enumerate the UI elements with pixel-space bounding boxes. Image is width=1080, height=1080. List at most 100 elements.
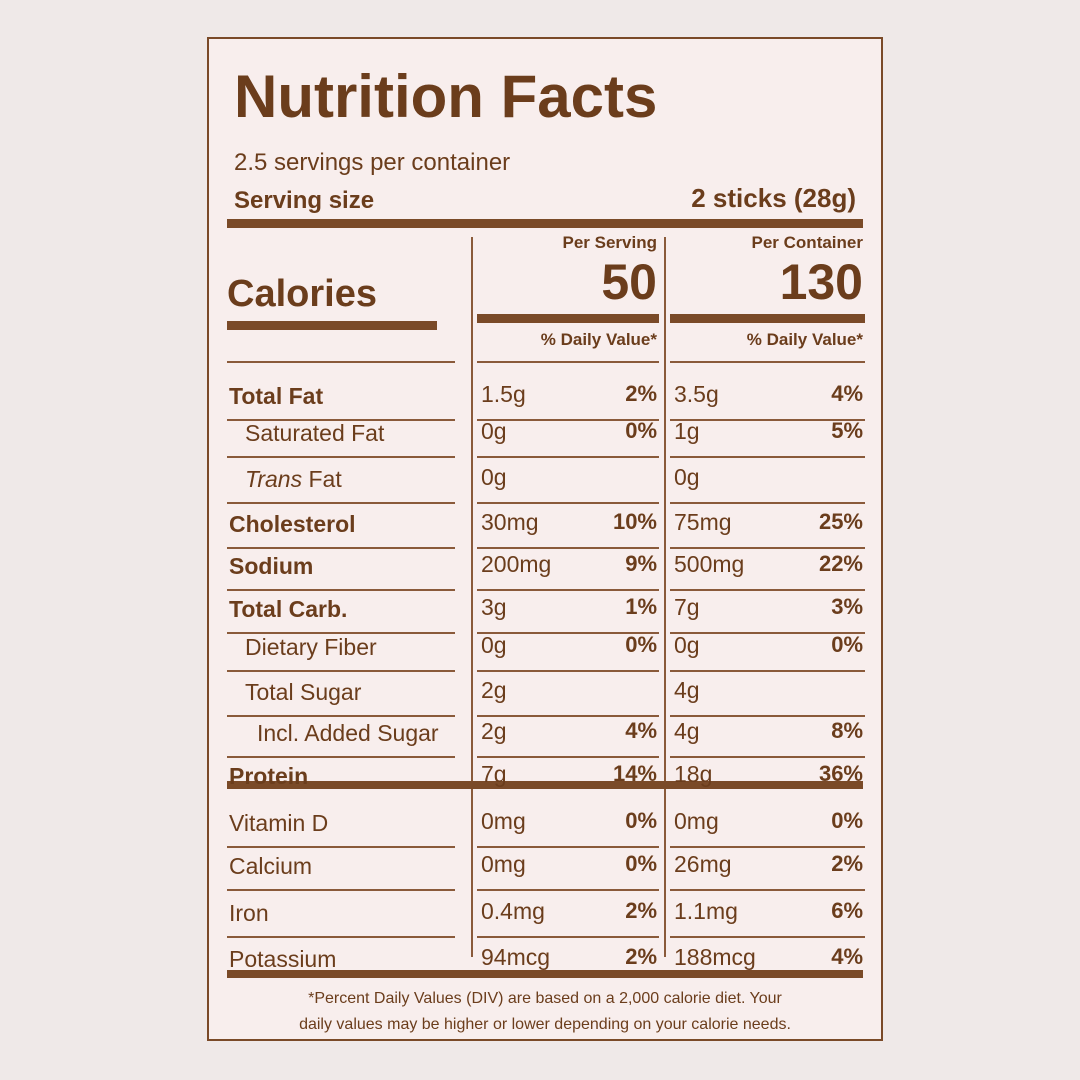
daily-value: 9% bbox=[625, 551, 657, 576]
amount: 0mg bbox=[674, 808, 719, 834]
row-rule bbox=[227, 670, 455, 672]
row-rule bbox=[670, 846, 865, 848]
nutrient-label: Calcium bbox=[229, 853, 313, 879]
nutrient-label: Total Sugar bbox=[245, 679, 362, 705]
daily-value: 5% bbox=[831, 418, 863, 443]
nutrient-name: Potassium bbox=[229, 948, 336, 971]
row-rule bbox=[227, 419, 455, 421]
row-rule bbox=[477, 502, 659, 504]
amount: 1.1mg bbox=[674, 898, 738, 924]
column-header: Per Serving bbox=[562, 233, 658, 252]
serving-size-value: 2 sticks (28g) bbox=[691, 183, 856, 213]
calories-rule bbox=[477, 314, 659, 323]
amount: 94mcg bbox=[481, 944, 551, 970]
row-rule bbox=[477, 715, 659, 717]
column-calories: 130 bbox=[779, 254, 863, 310]
amount: 0g bbox=[674, 632, 700, 658]
amount: 7g bbox=[674, 594, 700, 620]
row-rule bbox=[670, 361, 865, 363]
amount: 0g bbox=[481, 632, 507, 658]
daily-value: 25% bbox=[818, 509, 863, 534]
daily-value: 0% bbox=[625, 418, 657, 443]
amount: 0g bbox=[481, 418, 507, 444]
row-rule bbox=[477, 419, 659, 421]
amount: 0mg bbox=[481, 808, 526, 834]
row-rule bbox=[670, 547, 865, 549]
nutrient-label: Saturated Fat bbox=[245, 420, 385, 446]
amount: 0g bbox=[674, 464, 700, 490]
nutrient-name: Total Sugar bbox=[245, 681, 361, 704]
title: Nutrition Facts bbox=[234, 63, 658, 130]
footnote: *Percent Daily Values (DIV) are based on… bbox=[308, 990, 782, 1007]
daily-value: 0% bbox=[625, 632, 657, 657]
row-rule bbox=[670, 419, 865, 421]
daily-value: 4% bbox=[831, 944, 863, 969]
row-rule bbox=[670, 715, 865, 717]
daily-value: 0% bbox=[831, 632, 863, 657]
row-rule bbox=[227, 632, 455, 634]
row-rule bbox=[227, 502, 455, 504]
amount: 3.5g bbox=[674, 381, 719, 407]
row-rule bbox=[227, 361, 455, 363]
amount: 1.5g bbox=[481, 381, 526, 407]
column-rule bbox=[471, 237, 473, 957]
nutrient-name: Vitamin D bbox=[229, 812, 328, 835]
nutrient-label: Dietary Fiber bbox=[245, 634, 377, 660]
amount: 0mg bbox=[481, 851, 526, 877]
bottom-rule bbox=[227, 970, 863, 978]
row-rule bbox=[227, 756, 455, 758]
nutrient-name: Cholesterol bbox=[229, 513, 356, 536]
nutrient-name: Incl. Added Sugar bbox=[257, 722, 439, 745]
nutrient-label: Incl. Added Sugar bbox=[257, 720, 439, 746]
nutrient-label: Vitamin D bbox=[229, 810, 329, 836]
row-rule bbox=[670, 936, 865, 938]
daily-value: 2% bbox=[625, 944, 657, 969]
daily-value: 4% bbox=[625, 718, 657, 743]
daily-value: 8% bbox=[831, 718, 863, 743]
amount: 4g bbox=[674, 677, 700, 703]
nutrient-name: Iron bbox=[229, 902, 269, 925]
footnote: daily values may be higher or lower depe… bbox=[299, 1016, 791, 1033]
row-rule bbox=[477, 456, 659, 458]
daily-value: 3% bbox=[831, 594, 863, 619]
amount: 18g bbox=[674, 761, 713, 787]
column-rule bbox=[664, 237, 666, 957]
row-rule bbox=[670, 756, 865, 758]
daily-value: 2% bbox=[625, 381, 657, 406]
row-rule bbox=[670, 670, 865, 672]
nutrient-label: Iron bbox=[229, 900, 269, 926]
calories-rule bbox=[227, 321, 437, 330]
daily-value: 0% bbox=[625, 808, 657, 833]
row-rule bbox=[477, 756, 659, 758]
nutrient-label: Total Carb. bbox=[229, 596, 348, 622]
daily-value: 36% bbox=[818, 761, 863, 786]
amount: 200mg bbox=[481, 551, 552, 577]
serving-size-label: Serving size bbox=[234, 187, 375, 214]
nutrient-label: Protein bbox=[229, 763, 309, 789]
calories-label: Calories bbox=[227, 273, 377, 315]
amount: 7g bbox=[481, 761, 507, 787]
daily-value: 6% bbox=[831, 898, 863, 923]
daily-value: 10% bbox=[612, 509, 657, 534]
row-rule bbox=[227, 889, 455, 891]
nutrient-name: Trans Fat bbox=[245, 468, 342, 491]
amount: 188mcg bbox=[674, 944, 756, 970]
nutrient-name: Saturated Fat bbox=[245, 422, 384, 445]
amount: 2g bbox=[481, 718, 507, 744]
servings: 2.5 servings per container bbox=[234, 149, 511, 176]
nutrient-label: Fat bbox=[308, 466, 342, 492]
amount: 0.4mg bbox=[481, 898, 545, 924]
amount: 4g bbox=[674, 718, 700, 744]
dv-header: % Daily Value* bbox=[746, 330, 863, 349]
row-rule bbox=[477, 589, 659, 591]
nutrient-name: Dietary Fiber bbox=[245, 636, 377, 659]
row-rule bbox=[477, 670, 659, 672]
nutrient-name: Calcium bbox=[229, 855, 312, 878]
row-rule bbox=[670, 632, 865, 634]
column-header: Per Container bbox=[751, 233, 863, 252]
nutrient-label: Sodium bbox=[229, 553, 314, 579]
row-rule bbox=[670, 589, 865, 591]
amount: 0g bbox=[481, 464, 507, 490]
daily-value: 2% bbox=[625, 898, 657, 923]
amount: 26mg bbox=[674, 851, 732, 877]
